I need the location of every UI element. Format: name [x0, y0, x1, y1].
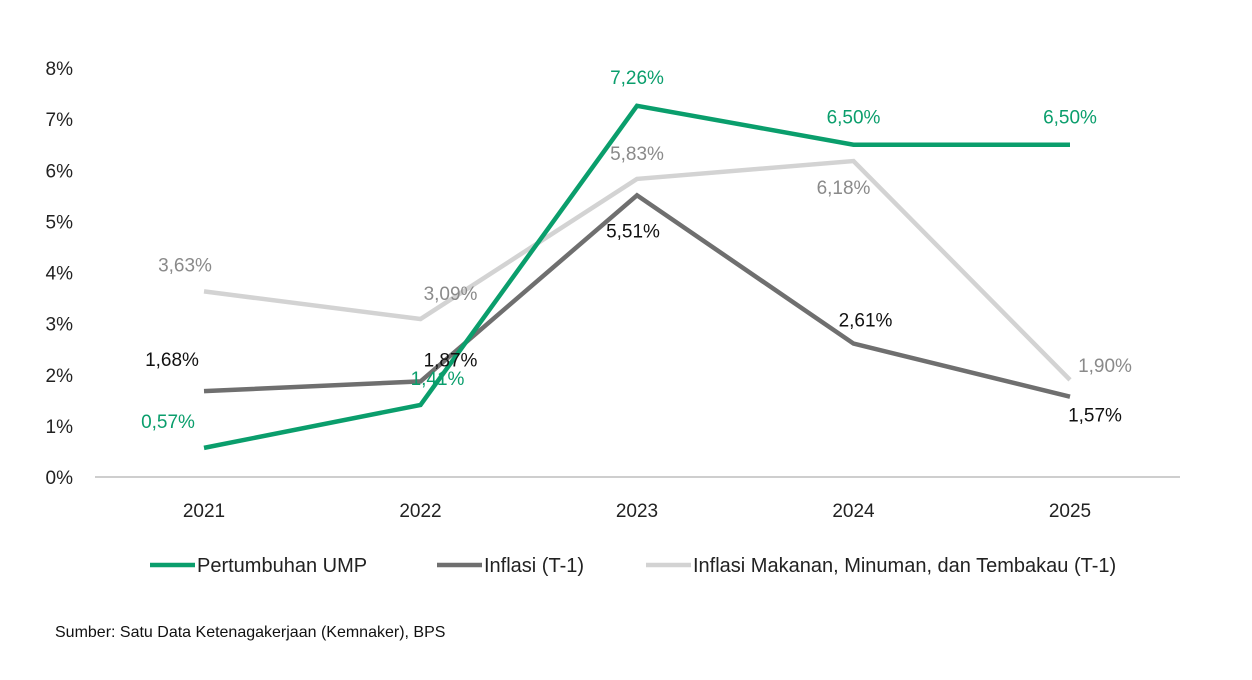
label-inflasi-makanan: 5,83% — [610, 144, 664, 165]
label-inflasi: 2,61% — [839, 311, 893, 332]
label-pertumbuhan-ump: 6,50% — [1043, 108, 1097, 129]
label-inflasi: 1,57% — [1068, 406, 1122, 427]
x-tick-label: 2021 — [183, 501, 225, 522]
y-axis-ticks: 0% 1% 2% 3% 4% 5% 6% 7% 8% — [46, 59, 74, 489]
label-pertumbuhan-ump: 6,50% — [827, 108, 881, 129]
line-inflasi — [203, 192, 1071, 399]
label-inflasi: 1,87% — [424, 350, 478, 371]
y-tick-label: 3% — [46, 315, 74, 336]
y-tick-label: 1% — [46, 417, 74, 438]
label-inflasi-makanan: 3,09% — [424, 284, 478, 305]
label-pertumbuhan-ump: 0,57% — [141, 412, 195, 433]
legend-item-pertumbuhan-ump: Pertumbuhan UMP — [150, 555, 367, 577]
data-labels: 0,57% 1,41% 7,26% 6,50% 6,50% 1,68% 1,87% 5,51%… — [141, 68, 1132, 433]
series-lines — [203, 103, 1072, 451]
legend-label: Inflasi Makanan, Minuman, dan Tembakau (… — [693, 555, 1116, 577]
legend-label: Inflasi (T-1) — [484, 555, 584, 577]
line-pertumbuhan-ump — [203, 103, 1070, 451]
line-chart: 0%1%2%3%4%5%6%7%8% 2021 2022 2023 2024 2025 … — [46, 59, 1180, 577]
y-tick-label: 6% — [46, 161, 74, 182]
y-tick-label: 4% — [46, 264, 74, 285]
label-pertumbuhan-ump: 7,26% — [610, 68, 664, 89]
y-tick-label: 0% — [46, 468, 74, 489]
x-tick-label: 2023 — [616, 501, 658, 522]
y-tick-label: 2% — [46, 366, 74, 387]
legend-item-inflasi: Inflasi (T-1) — [437, 555, 584, 577]
x-tick-label: 2024 — [832, 501, 875, 522]
x-tick-label: 2022 — [399, 501, 441, 522]
label-pertumbuhan-ump: 1,41% — [411, 369, 465, 390]
label-inflasi: 1,68% — [145, 350, 199, 371]
label-inflasi: 5,51% — [606, 221, 660, 242]
y-tick-label: 7% — [46, 110, 74, 131]
label-inflasi-makanan: 6,18% — [817, 178, 871, 199]
x-axis-ticks: 2021 2022 2023 2024 2025 — [183, 501, 1091, 522]
y-tick-label: 8% — [46, 59, 74, 80]
line-inflasi-makanan — [203, 158, 1072, 382]
legend-label: Pertumbuhan UMP — [197, 555, 367, 577]
label-inflasi-makanan: 1,90% — [1078, 356, 1132, 377]
x-tick-label: 2025 — [1049, 501, 1091, 522]
label-inflasi-makanan: 3,63% — [158, 255, 212, 276]
source-note: Sumber: Satu Data Ketenagakerjaan (Kemna… — [55, 624, 446, 641]
legend-item-inflasi-makanan: Inflasi Makanan, Minuman, dan Tembakau (… — [646, 555, 1116, 577]
y-tick-label: 5% — [46, 212, 74, 233]
legend: Pertumbuhan UMP Inflasi (T-1) Inflasi Maka… — [150, 555, 1116, 577]
